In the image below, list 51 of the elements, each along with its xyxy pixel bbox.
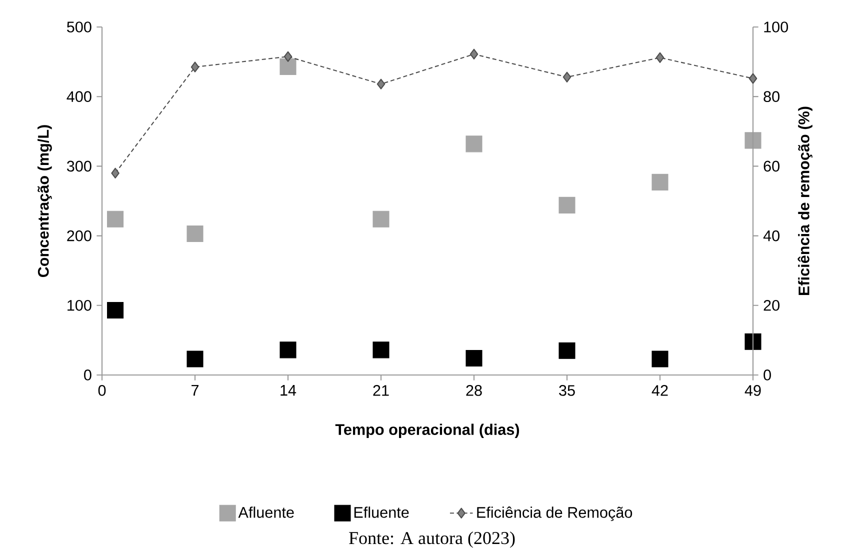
point <box>466 350 482 367</box>
point <box>284 51 292 62</box>
x-tick-label: 14 <box>280 385 296 396</box>
y2-tick-label: 20 <box>764 300 780 311</box>
y2-tick-label: 100 <box>764 22 788 32</box>
point <box>280 58 296 75</box>
y2-tick-label: 40 <box>763 230 780 242</box>
x-tick-label: 42 <box>652 385 668 396</box>
point <box>186 350 204 368</box>
x-tick-label: 35 <box>559 385 575 396</box>
point <box>744 132 762 149</box>
point <box>111 168 120 178</box>
point <box>656 52 664 63</box>
legend-label: Eficiência de Remoção <box>477 506 632 521</box>
point <box>562 72 572 82</box>
point <box>190 62 200 72</box>
y-tick-label: 100 <box>68 300 92 311</box>
y-tick-label: 200 <box>67 230 92 242</box>
point <box>186 225 204 242</box>
x-tick-label: 28 <box>466 385 482 396</box>
x-tick-label: 0 <box>98 385 106 396</box>
point <box>558 196 576 214</box>
source-note: Fonte: A autora (2023) <box>349 531 515 548</box>
legend-label: Efluente <box>354 506 409 518</box>
x-tick-label: 49 <box>744 385 761 396</box>
point <box>466 136 482 152</box>
y-tick-label: 400 <box>66 91 92 102</box>
legend-label: Afluente <box>238 506 294 518</box>
point <box>107 302 124 319</box>
y-axis-title: Concentração (mg/L) <box>38 125 52 278</box>
y2-tick-label: 60 <box>764 160 780 172</box>
y2-axis-title: Eficiência de remoção (%) <box>798 106 812 295</box>
point <box>558 342 576 359</box>
point <box>372 210 390 228</box>
y-tick-label: 500 <box>66 22 92 32</box>
point <box>107 210 124 228</box>
x-axis-title: Tempo operacional (dias) <box>335 424 520 438</box>
y2-tick-label: 0 <box>764 370 771 380</box>
point <box>652 174 668 190</box>
point <box>748 73 758 84</box>
y-tick-label: 0 <box>84 370 92 380</box>
y2-tick-label: 80 <box>764 91 780 102</box>
point <box>744 333 762 350</box>
point <box>652 350 668 368</box>
y-tick-label: 300 <box>66 160 92 172</box>
x-tick-label: 21 <box>373 385 389 396</box>
point <box>372 342 390 358</box>
point <box>280 342 296 358</box>
point <box>376 78 386 90</box>
point <box>470 48 478 60</box>
x-tick-label: 7 <box>192 385 198 396</box>
